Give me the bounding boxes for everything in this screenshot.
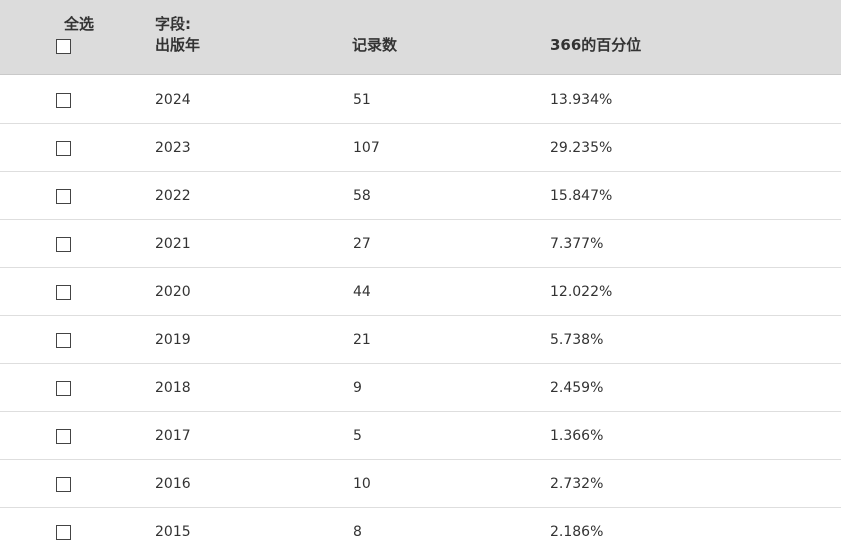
percent-cell: 2.732% bbox=[550, 476, 604, 492]
year-cell: 2023 bbox=[155, 140, 191, 156]
row-checkbox[interactable] bbox=[56, 237, 71, 252]
count-cell: 27 bbox=[353, 236, 371, 252]
field-name: 出版年 bbox=[155, 36, 201, 54]
percent-column-header: 366的百分位 bbox=[550, 36, 642, 54]
count-cell: 5 bbox=[353, 428, 362, 444]
year-cell: 2019 bbox=[155, 332, 191, 348]
row-checkbox[interactable] bbox=[56, 141, 71, 156]
percent-cell: 29.235% bbox=[550, 140, 613, 156]
year-cell: 2021 bbox=[155, 236, 191, 252]
table-row: 2018 9 2.459% bbox=[0, 364, 841, 412]
table-row: 2021 27 7.377% bbox=[0, 220, 841, 268]
year-cell: 2022 bbox=[155, 188, 191, 204]
count-column-header: 记录数 bbox=[352, 36, 398, 54]
percent-cell: 12.022% bbox=[550, 284, 613, 300]
count-cell: 8 bbox=[353, 524, 362, 540]
count-cell: 107 bbox=[353, 140, 380, 156]
table-row: 2019 21 5.738% bbox=[0, 316, 841, 364]
year-cell: 2017 bbox=[155, 428, 191, 444]
count-cell: 10 bbox=[353, 476, 371, 492]
table-row: 2022 58 15.847% bbox=[0, 172, 841, 220]
field-column-header: 字段: 出版年 bbox=[155, 14, 200, 56]
row-checkbox[interactable] bbox=[56, 381, 71, 396]
percent-cell: 5.738% bbox=[550, 332, 604, 348]
select-all-label: 全选 bbox=[64, 15, 95, 33]
table-header: 全选 字段: 出版年 记录数 366的百分位 bbox=[0, 0, 841, 75]
row-checkbox[interactable] bbox=[56, 525, 71, 540]
row-checkbox[interactable] bbox=[56, 429, 71, 444]
count-cell: 9 bbox=[353, 380, 362, 396]
row-checkbox[interactable] bbox=[56, 285, 71, 300]
count-cell: 44 bbox=[353, 284, 371, 300]
select-all-column: 全选 bbox=[56, 14, 100, 54]
select-all-checkbox[interactable] bbox=[56, 39, 71, 54]
table-body: 2024 51 13.934% 2023 107 29.235% 2022 58… bbox=[0, 76, 841, 554]
row-checkbox[interactable] bbox=[56, 93, 71, 108]
field-label: 字段: bbox=[155, 15, 191, 33]
year-cell: 2024 bbox=[155, 92, 191, 108]
row-checkbox[interactable] bbox=[56, 333, 71, 348]
count-cell: 21 bbox=[353, 332, 371, 348]
table-row: 2017 5 1.366% bbox=[0, 412, 841, 460]
table-row: 2024 51 13.934% bbox=[0, 76, 841, 124]
table-row: 2023 107 29.235% bbox=[0, 124, 841, 172]
year-cell: 2015 bbox=[155, 524, 191, 540]
percent-cell: 2.186% bbox=[550, 524, 604, 540]
year-cell: 2020 bbox=[155, 284, 191, 300]
percent-cell: 13.934% bbox=[550, 92, 613, 108]
table-row: 2020 44 12.022% bbox=[0, 268, 841, 316]
row-checkbox[interactable] bbox=[56, 477, 71, 492]
count-cell: 51 bbox=[353, 92, 371, 108]
table-row: 2016 10 2.732% bbox=[0, 460, 841, 508]
table-row: 2015 8 2.186% bbox=[0, 508, 841, 554]
percent-cell: 1.366% bbox=[550, 428, 604, 444]
percent-cell: 2.459% bbox=[550, 380, 604, 396]
row-checkbox[interactable] bbox=[56, 189, 71, 204]
count-cell: 58 bbox=[353, 188, 371, 204]
year-cell: 2018 bbox=[155, 380, 191, 396]
percent-cell: 15.847% bbox=[550, 188, 613, 204]
percent-cell: 7.377% bbox=[550, 236, 604, 252]
year-cell: 2016 bbox=[155, 476, 191, 492]
